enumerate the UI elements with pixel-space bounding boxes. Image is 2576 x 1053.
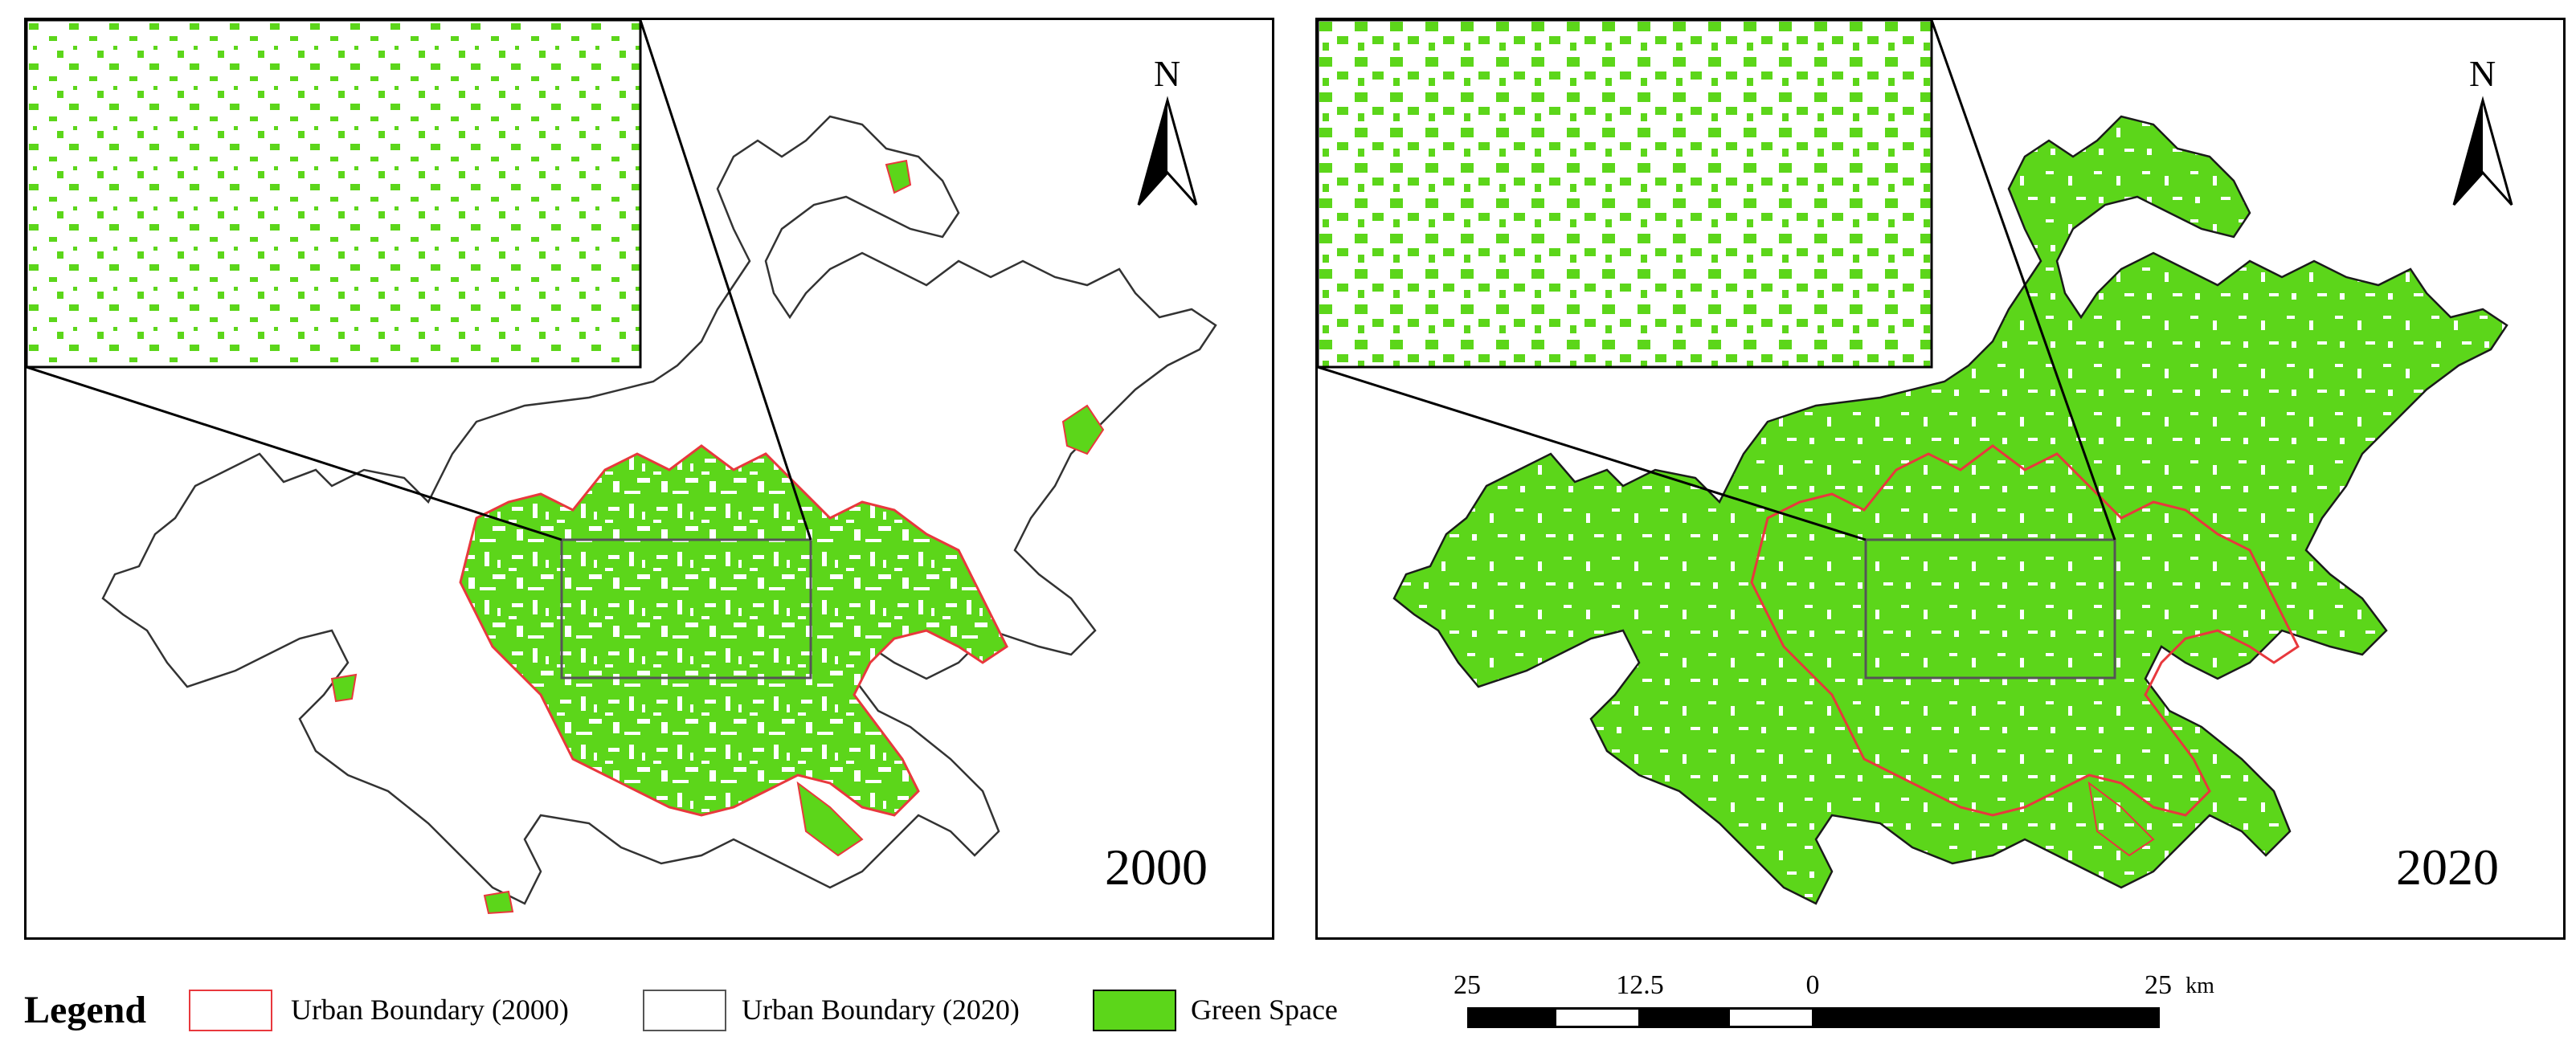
scale-tick-label: 25 [1454,970,1481,1000]
scale-bar: 25 12.5 0 25 km [1454,970,2214,1043]
green-space-2000-patch-s [483,890,514,915]
scale-segment [1467,1007,1554,1028]
inset-leader-line-2 [639,20,812,541]
inset-leader-line-2 [1930,20,2116,541]
scale-tick-label: 0 [1805,970,1820,1000]
green-space-2000-patch-n [885,159,912,194]
legend-label-urban-2000: Urban Boundary (2000) [291,994,569,1026]
inset-leader-line-1 [27,365,562,541]
north-label: N [1154,53,1181,94]
map-panel-2020: N 2020 [1315,18,2566,940]
year-label-2020: 2020 [2396,839,2499,896]
scale-tick-label: 12.5 [1616,970,1664,1000]
legend-swatch-green-space [1093,990,1176,1031]
legend: Legend Urban Boundary (2000) Urban Bound… [24,982,1390,1038]
urban-boundary-2000-tail [2087,781,2155,857]
green-space-2000 [459,444,1008,817]
study-extent-rectangle [1864,538,2116,680]
inset-leader-line-1 [1318,365,1867,541]
year-label-2000: 2000 [1105,839,1208,896]
scale-segment [1641,1007,1728,1028]
north-label: N [2469,53,2496,94]
legend-swatch-urban-2000 [189,990,272,1031]
map-panel-2000: N 2000 [24,18,1274,940]
scale-segment [1814,1007,2160,1028]
green-space-2000-tail [796,781,864,857]
map-canvas-2000 [27,20,1217,915]
urban-boundary-2000-outline [1750,444,2300,817]
urban-boundary-2020-outline [101,115,1217,905]
scale-unit-label: km [2186,973,2214,998]
scale-segment [1728,1007,1814,1028]
map-canvas-2020 [1318,20,2513,905]
green-space-2000-patch-w [330,673,358,703]
legend-title: Legend [24,989,147,1031]
green-space-2020 [1392,115,2509,905]
legend-label-green-space: Green Space [1191,994,1338,1026]
inset-map [1318,20,1933,369]
study-extent-rectangle [560,538,812,680]
legend-swatch-urban-2020 [643,990,726,1031]
green-space-2000-patch-ne [1061,404,1105,455]
inset-map [27,20,642,369]
scale-tick-label: 25 [2145,970,2172,1000]
scale-segment [1554,1007,1641,1028]
legend-label-urban-2020: Urban Boundary (2020) [742,994,1020,1026]
